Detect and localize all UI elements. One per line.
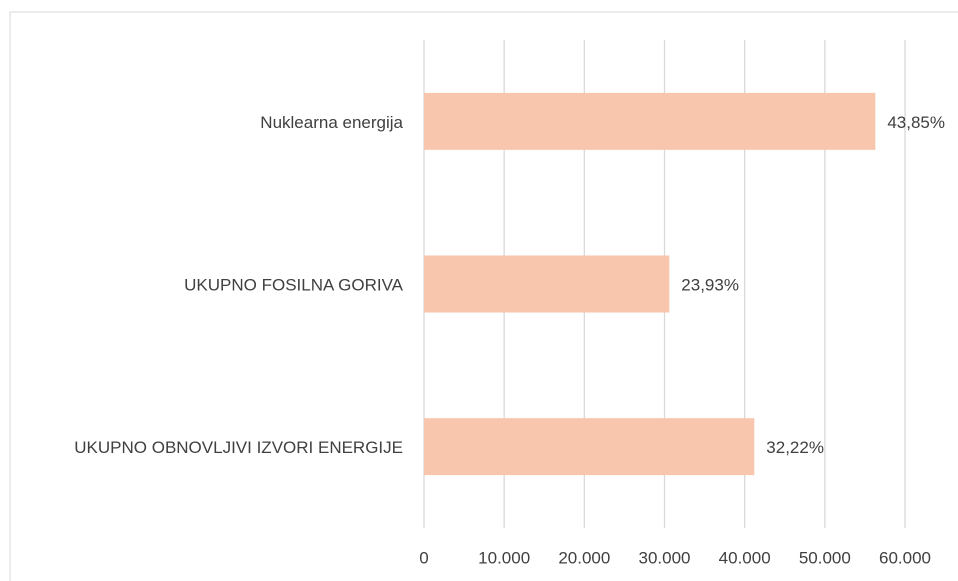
x-tick-label: 30.000: [639, 548, 691, 567]
y-tick-label: UKUPNO OBNOVLJIVI IZVORI ENERGIJE: [74, 438, 403, 457]
x-tick-label: 10.000: [478, 548, 530, 567]
chart-frame: [9, 11, 958, 581]
data-label: 23,93%: [681, 275, 739, 294]
bar: [424, 255, 670, 313]
y-tick-label: UKUPNO FOSILNA GORIVA: [184, 275, 404, 294]
y-tick-label: Nuklearna energija: [260, 113, 403, 132]
bar: [424, 418, 755, 476]
x-tick-label: 50.000: [799, 548, 851, 567]
bar: [424, 92, 876, 150]
data-label: 43,85%: [887, 113, 945, 132]
x-tick-label: 40.000: [719, 548, 771, 567]
x-tick-label: 60.000: [879, 548, 931, 567]
data-label: 32,22%: [766, 438, 824, 457]
x-tick-label: 0: [419, 548, 428, 567]
x-tick-label: 20.000: [558, 548, 610, 567]
